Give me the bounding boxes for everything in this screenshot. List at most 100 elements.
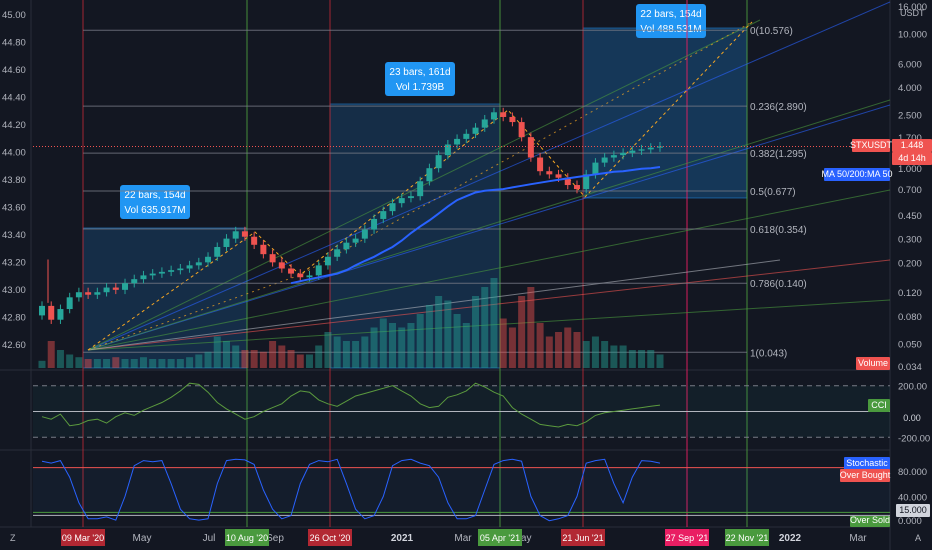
volume-bar: [232, 345, 240, 368]
candle-body: [195, 262, 202, 266]
volume-bar: [222, 341, 230, 368]
candle-body: [140, 275, 147, 280]
candle-body: [214, 246, 221, 257]
left-tick: 42.60: [2, 340, 26, 351]
candle-body: [223, 238, 230, 247]
stoch-line: [41, 458, 661, 522]
volume-badge-text: Volume: [858, 358, 888, 368]
fib-level-label: 0.5(0.677): [750, 187, 796, 198]
fib-level-label: 0.618(0.354): [750, 225, 807, 236]
candle-body: [334, 249, 341, 257]
price-tick: 16.000: [898, 2, 927, 13]
candle-body: [564, 177, 571, 186]
volume-bar: [573, 332, 581, 368]
fan-line: [87, 19, 761, 351]
left-tick: 45.00: [2, 10, 26, 21]
volume-bar: [93, 359, 101, 368]
price-tick: 10.000: [898, 29, 927, 40]
candle-body: [500, 112, 507, 117]
volume-bar: [149, 359, 157, 368]
volume-bar: [619, 345, 627, 368]
price-tick: 6.000: [898, 59, 922, 70]
volume-bar: [462, 323, 470, 368]
volume-bar: [555, 332, 563, 368]
stoch-legend-badge: [844, 457, 890, 470]
volume-bar: [389, 323, 397, 368]
volume-bar: [518, 296, 526, 368]
fib-level-label: 0.382(1.295): [750, 149, 807, 160]
volume-bar: [610, 345, 618, 368]
volume-bar: [582, 341, 590, 368]
fan-line: [87, 1, 891, 351]
candle-body: [57, 309, 64, 320]
volume-bar: [656, 354, 664, 368]
price-tick: 0.034: [898, 362, 922, 373]
left-tick: 43.60: [2, 203, 26, 214]
range-box-label-line1: 22 bars, 154d: [124, 190, 185, 201]
date-badge-label: 05 Apr '21: [480, 533, 520, 543]
range-box-label-line1: 23 bars, 161d: [389, 67, 450, 78]
oversold-legend-badge-text: Over Sold: [850, 515, 890, 525]
volume-bar: [536, 323, 544, 368]
volume-bar: [490, 278, 498, 368]
candle-body: [306, 275, 313, 278]
symbol-badge-text: STXUSDT: [850, 140, 893, 150]
volume-bar: [508, 327, 516, 368]
cci-pane: [33, 382, 890, 438]
range-box-label: [385, 62, 455, 96]
candle-body: [417, 181, 424, 197]
left-tick: 44.40: [2, 93, 26, 104]
candle-body: [435, 155, 442, 169]
price-tick: 0.450: [898, 211, 922, 222]
candle-body: [205, 256, 212, 263]
candle-body: [168, 270, 175, 272]
left-tick: 44.80: [2, 38, 26, 49]
candle-body: [112, 287, 119, 290]
price-tick: 4.000: [898, 83, 922, 94]
volume-bar: [527, 287, 535, 368]
x-tick: Jul: [203, 533, 216, 544]
date-badge: [478, 529, 522, 546]
volume-bar: [213, 336, 221, 368]
candle-body: [251, 236, 258, 245]
volume-bar: [176, 359, 184, 368]
candle-body: [472, 127, 479, 134]
left-tick: 43.20: [2, 258, 26, 269]
volume-bar: [241, 350, 249, 368]
cci-tick: 200.00: [898, 382, 927, 393]
candle-body: [647, 147, 654, 150]
volume-badge: [856, 357, 890, 370]
candle-body: [94, 292, 101, 295]
volume-bar: [305, 354, 313, 368]
candle-body: [278, 262, 285, 269]
volume-bar: [564, 327, 572, 368]
candle-body: [371, 218, 378, 230]
range-box: [329, 103, 501, 369]
fib-level-label: 1(0.043): [750, 348, 787, 359]
volume-bar: [278, 345, 286, 368]
price-tick: 0.700: [898, 185, 922, 196]
volume-bar: [186, 357, 194, 368]
x-tick: Mar: [454, 533, 472, 544]
volume-bar: [481, 287, 489, 368]
volume-bar: [56, 350, 64, 368]
x-tick: May: [133, 533, 152, 544]
candle-body: [583, 174, 590, 190]
candle-body: [361, 229, 368, 239]
volume-bar: [315, 345, 323, 368]
left-tick: 44.20: [2, 120, 26, 131]
ma50-line: [290, 166, 661, 285]
candle-body: [186, 265, 193, 269]
candle-body: [573, 185, 580, 190]
range-box-label-line1: 22 bars, 154d: [640, 9, 701, 20]
volume-bar: [638, 350, 646, 368]
range-box-label-line2: Vol 635.917M: [124, 205, 185, 216]
volume-bar: [103, 359, 111, 368]
candle-body: [241, 231, 248, 237]
x-tick: Sep: [266, 533, 284, 544]
candle-body: [629, 150, 636, 153]
fan-line: [87, 99, 891, 351]
date-badge: [308, 529, 352, 546]
date-badge-label: 26 Oct '20: [310, 533, 351, 543]
